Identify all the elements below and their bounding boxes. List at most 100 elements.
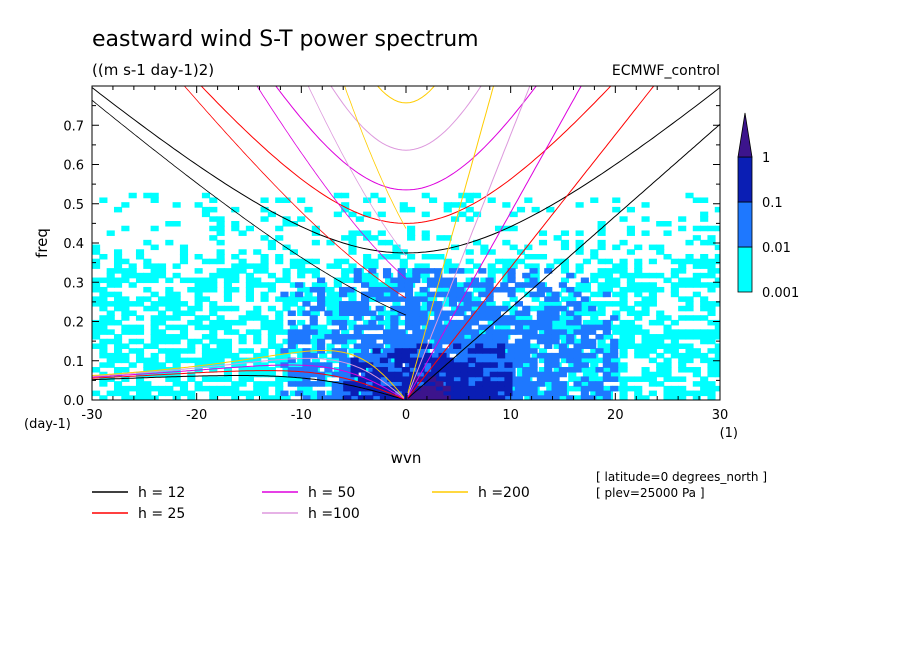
heat-cell	[685, 258, 694, 265]
heat-cell	[626, 286, 635, 293]
heat-cell	[253, 310, 262, 317]
heat-cell	[289, 301, 298, 307]
heat-cell	[223, 286, 233, 293]
heat-cell	[610, 348, 619, 354]
heat-cell	[275, 197, 284, 203]
heat-cell	[656, 371, 665, 378]
heat-cell	[467, 357, 476, 364]
heat-cell	[295, 381, 304, 387]
heat-cell	[516, 206, 526, 213]
heat-cell	[209, 395, 218, 400]
heat-cell	[472, 286, 482, 293]
heat-cell	[92, 286, 101, 293]
heat-cell	[165, 385, 174, 392]
heat-cell	[619, 334, 628, 340]
heat-cell	[143, 296, 152, 302]
heat-cell	[309, 305, 318, 312]
heat-cell	[551, 362, 560, 368]
heat-cell	[370, 315, 379, 321]
heat-cell	[412, 329, 421, 335]
y-axis-label: freq	[33, 228, 51, 258]
heat-cell	[121, 395, 130, 400]
heat-cell	[267, 286, 276, 293]
heat-cell	[536, 282, 545, 288]
heat-cell	[544, 352, 553, 359]
heat-cell	[700, 338, 709, 345]
heat-cell	[544, 357, 553, 364]
heat-cell	[128, 338, 137, 345]
heat-cell	[113, 352, 123, 359]
heat-cell	[475, 367, 484, 373]
heat-cell	[500, 334, 509, 340]
heat-cell	[641, 371, 650, 378]
heat-cell	[260, 258, 269, 265]
heat-cell	[604, 277, 613, 284]
heat-cell	[348, 211, 357, 218]
heat-cell	[707, 395, 716, 400]
heat-cell	[231, 206, 240, 213]
heat-cell	[309, 381, 318, 387]
heat-cell	[619, 343, 628, 349]
heat-cell	[500, 329, 509, 335]
heat-cell	[121, 315, 130, 321]
heat-cell	[472, 211, 482, 218]
heat-cell	[485, 310, 494, 317]
heat-cell	[150, 319, 159, 326]
heat-cell	[216, 258, 225, 265]
heat-cell	[245, 225, 254, 232]
heat-cell	[165, 376, 174, 382]
heat-cell	[399, 206, 408, 213]
heat-cell	[448, 348, 458, 354]
heat-cell	[412, 310, 421, 317]
heat-cell	[441, 277, 450, 284]
heat-cell	[514, 310, 523, 317]
x-tick-label: -30	[81, 408, 102, 423]
heat-cell	[714, 362, 720, 368]
heat-cell	[326, 357, 335, 364]
heat-cell	[128, 263, 137, 269]
heat-cell	[282, 395, 291, 400]
heat-cell	[492, 286, 501, 293]
heat-cell	[275, 357, 284, 364]
heat-cell	[434, 305, 443, 312]
heat-cell	[392, 310, 401, 317]
heat-cell	[602, 376, 611, 382]
heat-cell	[612, 206, 621, 213]
heat-cell	[216, 268, 225, 274]
heat-cell	[223, 367, 233, 373]
heat-cell	[231, 221, 240, 227]
heat-cell	[612, 357, 621, 364]
x-axis-label: wvn	[391, 449, 422, 467]
heat-cell	[302, 310, 311, 317]
heat-cell	[566, 272, 575, 279]
heat-cell	[536, 376, 545, 382]
heat-cell	[648, 286, 657, 293]
heat-cell	[678, 357, 687, 364]
heat-cell	[282, 197, 291, 203]
heat-cell	[463, 296, 472, 302]
heat-cell	[436, 286, 445, 293]
heat-cell	[443, 286, 452, 293]
heat-cell	[502, 348, 511, 354]
heat-cell	[157, 272, 167, 279]
heat-cell	[121, 272, 130, 279]
heat-cell	[553, 301, 562, 307]
heat-cell	[656, 338, 665, 345]
heat-cell	[558, 348, 567, 354]
heat-cell	[575, 239, 584, 246]
heat-cell	[663, 390, 672, 397]
heat-cell	[634, 376, 643, 382]
heat-cell	[558, 371, 567, 378]
heat-cell	[333, 305, 342, 312]
heat-cell	[209, 390, 218, 397]
heat-cell	[238, 376, 247, 382]
heat-cell	[648, 357, 657, 364]
heat-cell	[558, 381, 567, 387]
heat-cell	[707, 301, 716, 307]
heat-cell	[514, 385, 523, 392]
heat-cell	[610, 338, 619, 345]
heat-cell	[434, 277, 443, 284]
heat-cell	[692, 381, 701, 387]
heat-cell	[209, 301, 218, 307]
heat-cell	[626, 249, 635, 255]
